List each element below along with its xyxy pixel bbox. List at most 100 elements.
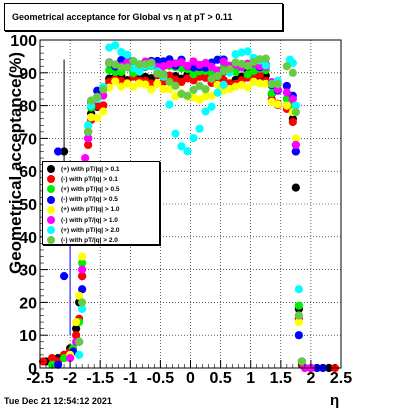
data-point	[159, 85, 168, 94]
data-point	[84, 127, 93, 136]
data-point	[213, 71, 222, 81]
data-point	[294, 331, 303, 340]
data-point	[59, 354, 69, 363]
data-point	[288, 58, 297, 68]
x-tick-label: 1.5	[270, 370, 292, 387]
data-point	[141, 80, 150, 89]
data-point	[171, 129, 180, 138]
data-point	[147, 79, 156, 88]
data-point	[135, 67, 144, 76]
data-point	[282, 94, 291, 104]
data-point	[129, 82, 138, 91]
y-tick-label: 50	[19, 197, 37, 214]
data-point	[177, 142, 186, 151]
data-point	[84, 121, 93, 130]
data-point	[282, 101, 291, 110]
legend-entry: (-) with pT/|q| > 0.5	[47, 195, 159, 205]
legend-marker	[47, 165, 55, 174]
legend-marker	[47, 185, 55, 194]
data-point	[282, 88, 291, 97]
y-tick-label: 30	[19, 263, 37, 280]
data-point	[78, 298, 87, 307]
y-tick-label: 10	[19, 328, 37, 345]
data-point	[75, 350, 84, 359]
data-point	[189, 85, 198, 94]
y-tick-label: 40	[19, 230, 37, 247]
data-point	[177, 58, 186, 67]
data-point	[165, 60, 174, 69]
data-point	[165, 100, 174, 109]
data-point	[219, 57, 228, 66]
legend-label: (-) with pT/|q| > 2.0	[61, 236, 118, 244]
data-point	[291, 140, 300, 150]
legend: (+) with pT/|q| > 0.1 (-) with pT/|q| > …	[42, 161, 160, 245]
data-point	[261, 61, 270, 70]
data-point	[87, 113, 96, 122]
legend-entry: (+) with pT/|q| > 0.5	[47, 184, 159, 194]
data-point	[111, 41, 120, 50]
data-point	[111, 77, 120, 86]
data-point	[195, 81, 204, 91]
data-point	[84, 134, 93, 143]
data-point	[294, 285, 303, 294]
data-point	[189, 133, 198, 143]
x-tick-label: 0.5	[209, 370, 231, 387]
data-point	[147, 58, 156, 67]
y-tick-label: 70	[19, 131, 37, 148]
data-point	[219, 80, 228, 89]
data-point	[72, 324, 81, 333]
data-point	[81, 153, 90, 163]
data-point	[72, 331, 81, 340]
x-axis-label: η	[330, 392, 340, 409]
legend-marker	[47, 195, 55, 204]
y-tick-label: 80	[19, 99, 37, 116]
data-point	[183, 61, 192, 70]
data-point	[93, 113, 102, 122]
legend-label: (+) with pT/|q| > 0.1	[61, 165, 120, 173]
data-point	[84, 140, 93, 150]
data-point	[99, 85, 108, 94]
data-point	[78, 258, 87, 268]
data-point	[273, 100, 282, 109]
data-point	[165, 85, 174, 94]
data-point	[291, 134, 300, 143]
data-point	[213, 88, 222, 97]
data-point	[75, 291, 84, 300]
y-tick-label: 100	[10, 33, 37, 50]
data-point	[59, 272, 69, 281]
legend-label: (+) with pT/|q| > 2.0	[61, 226, 120, 234]
legend-marker	[47, 216, 55, 225]
data-point	[66, 354, 75, 363]
data-point	[183, 91, 192, 100]
legend-marker	[47, 205, 55, 214]
data-point	[183, 147, 192, 156]
data-point	[201, 85, 210, 94]
legend-entry: (-) with pT/|q| > 1.0	[47, 215, 159, 225]
y-tick-label: 0	[28, 361, 37, 378]
data-point	[147, 85, 156, 94]
legend-entry: (-) with pT/|q| > 0.1	[47, 174, 159, 184]
data-point	[93, 92, 102, 102]
data-point	[78, 304, 87, 314]
data-point	[189, 57, 198, 66]
data-points-layer	[38, 41, 340, 373]
legend-label: (-) with pT/|q| > 1.0	[61, 216, 118, 224]
data-point	[294, 317, 303, 327]
data-point	[282, 62, 291, 71]
data-point	[291, 183, 300, 192]
data-point	[78, 285, 87, 294]
data-point	[201, 73, 210, 82]
y-axis-label: Geometrical acceptance(%)	[6, 51, 25, 275]
data-point	[291, 147, 300, 156]
x-tick-label: -1	[123, 370, 137, 387]
data-point	[237, 48, 246, 57]
data-point	[53, 147, 63, 156]
data-point	[201, 58, 210, 68]
axes-layer: -2.5 -2 -1.5 -1 -0.5 0 0.5 1 1.5 2 2.5 0 10 20 30 40 50 6…	[10, 33, 352, 387]
data-point	[123, 63, 132, 72]
data-point	[288, 117, 297, 127]
data-point	[129, 64, 138, 73]
data-point	[135, 60, 144, 69]
data-point	[159, 70, 168, 79]
timestamp-footer: Tue Dec 21 12:54:12 2021	[4, 396, 112, 406]
